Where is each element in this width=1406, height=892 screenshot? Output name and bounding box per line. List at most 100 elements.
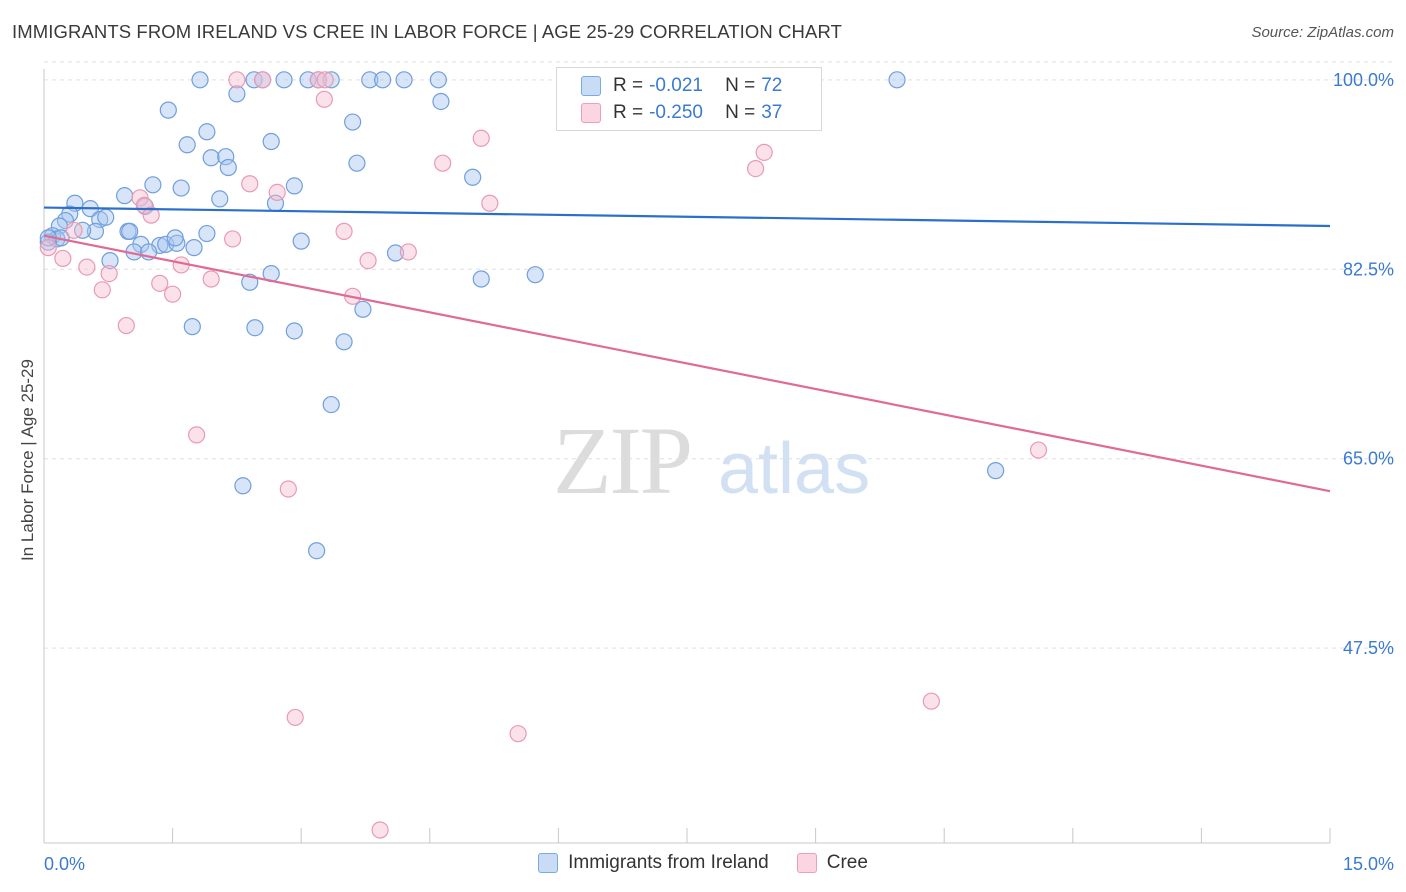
cree-point: [359, 252, 377, 270]
cree-point: [93, 281, 111, 299]
cree-point: [100, 264, 118, 283]
chart-title: IMMIGRANTS FROM IRELAND VS CREE IN LABOR…: [12, 21, 842, 42]
source-label: Source: ZipAtlas.com: [1251, 24, 1394, 41]
n-value: 72: [761, 75, 783, 96]
cree-point: [254, 71, 272, 89]
cree-point: [142, 206, 160, 224]
cree-point: [241, 175, 259, 193]
ireland-point: [166, 229, 184, 247]
ireland-point: [115, 187, 134, 205]
ireland-point: [198, 123, 216, 141]
y-tick-label: 47.5%: [1343, 638, 1394, 658]
r-value: -0.250: [649, 102, 703, 123]
ireland-point: [308, 542, 326, 560]
ireland-point: [292, 232, 310, 250]
cree-point: [309, 71, 327, 89]
ireland-point: [97, 208, 115, 226]
ireland-point: [228, 85, 246, 103]
cree-trend-line: [43, 234, 1331, 493]
stats-row-ireland: R = -0.021 N = 72: [581, 74, 782, 98]
ireland-point: [198, 224, 216, 243]
ireland-point: [144, 176, 162, 194]
n-label: N =: [725, 75, 756, 96]
ireland-point: [987, 462, 1005, 480]
ireland-point: [285, 177, 303, 195]
ireland-point: [159, 101, 177, 119]
ireland-legend-swatch: [538, 853, 559, 873]
cree-legend-swatch: [796, 853, 817, 873]
cree-point: [371, 821, 389, 839]
ireland-point: [888, 71, 906, 89]
legend-label-cree: Cree: [826, 852, 868, 873]
cree-point: [286, 708, 304, 727]
cree-point: [164, 285, 182, 303]
ireland-point: [101, 252, 119, 270]
cree-point: [1029, 441, 1048, 459]
ireland-point: [354, 300, 372, 318]
y-axis-label: In Labor Force | Age 25-29: [18, 359, 37, 561]
ireland-point: [246, 319, 264, 337]
ireland-point: [191, 71, 209, 89]
ireland-point: [386, 244, 405, 262]
cree-point: [188, 426, 206, 444]
ireland-point: [86, 222, 105, 240]
ireland-point: [183, 318, 201, 336]
legend-item-cree: Cree: [796, 852, 868, 874]
stats-row-cree: R = -0.250 N = 37: [581, 101, 782, 125]
ireland-swatch: [581, 76, 601, 96]
ireland-point: [217, 148, 235, 166]
cree-point: [228, 71, 246, 89]
cree-point: [399, 243, 417, 261]
cree-point: [54, 249, 72, 268]
cree-point: [315, 90, 333, 108]
cree-point: [922, 692, 940, 710]
y-tick-label: 65.0%: [1343, 449, 1394, 469]
ireland-point: [464, 168, 482, 186]
cree-point: [279, 480, 297, 498]
ireland-point: [374, 71, 392, 89]
series-legend: Immigrants from Ireland Cree: [0, 852, 1406, 874]
cree-point: [224, 230, 242, 248]
cree-point: [746, 159, 765, 178]
ireland-point: [262, 132, 280, 151]
r-value: -0.021: [649, 75, 703, 96]
ireland-point: [322, 71, 340, 89]
ireland-point: [432, 92, 450, 111]
ireland-point: [429, 71, 447, 89]
legend-item-ireland: Immigrants from Ireland: [538, 852, 769, 874]
n-label: N =: [725, 102, 756, 123]
ireland-point: [361, 71, 379, 89]
cree-point: [78, 258, 96, 276]
ireland-point: [322, 395, 340, 414]
watermark-zip: ZIP: [553, 407, 693, 514]
y-tick-label: 100.0%: [1333, 70, 1394, 90]
cree-point: [202, 270, 220, 288]
cree-point: [472, 129, 490, 147]
ireland-point: [202, 149, 220, 167]
x-tick-label: 0.0%: [44, 854, 85, 874]
ireland-point: [348, 154, 366, 172]
y-tick-label: 82.5%: [1343, 259, 1394, 279]
ireland-point: [234, 477, 252, 495]
legend-label-ireland: Immigrants from Ireland: [568, 852, 769, 873]
watermark-atlas: atlas: [718, 429, 871, 509]
stats-legend: R = -0.021 N = 72 R = -0.250 N = 37: [556, 67, 822, 131]
cree-point: [316, 71, 334, 89]
ireland-point: [526, 266, 544, 284]
ireland-point: [344, 113, 362, 131]
cree-swatch: [581, 103, 601, 123]
r-label: R =: [613, 102, 644, 123]
ireland-point: [172, 179, 190, 197]
x-tick-label: 15.0%: [1343, 854, 1394, 874]
ireland-point: [275, 71, 293, 89]
ireland-point: [285, 322, 303, 340]
n-value: 37: [761, 102, 783, 123]
ireland-point: [211, 190, 229, 208]
cree-point: [755, 143, 773, 161]
ireland-point: [121, 222, 139, 240]
ireland-point: [219, 158, 237, 177]
cree-point: [335, 222, 353, 240]
r-label: R =: [613, 75, 644, 96]
cree-point: [268, 183, 286, 202]
